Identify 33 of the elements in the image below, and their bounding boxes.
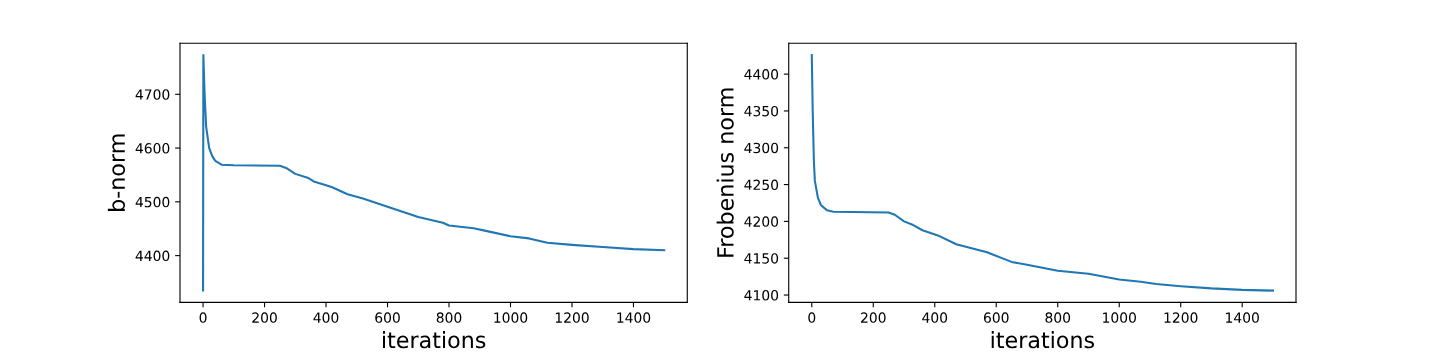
y-tick-label: 4150 xyxy=(744,253,779,264)
x-tick-label: 600 xyxy=(983,312,1009,323)
y-tick-label: 4700 xyxy=(135,89,170,100)
x-tick-label: 400 xyxy=(313,312,339,323)
x-tick-label: 400 xyxy=(922,312,948,323)
y-tick-label: 4250 xyxy=(744,179,779,191)
y-tick-label: 4400 xyxy=(744,69,779,80)
y-tick-label: 4500 xyxy=(135,196,170,208)
y-tick-label: 4600 xyxy=(135,143,170,154)
x-tick-label: 200 xyxy=(861,312,886,323)
x-axis-title: iterations xyxy=(383,331,486,349)
x-tick-label: 0 xyxy=(808,312,816,323)
x-tick-label: 1400 xyxy=(617,312,651,323)
y-tick-label: 4350 xyxy=(744,105,779,117)
x-tick-label: 800 xyxy=(1045,312,1071,323)
y-axis-title: b-norm xyxy=(107,134,126,211)
x-tick-label: 1200 xyxy=(555,312,589,323)
y-axis-title: Frobenius norm xyxy=(716,88,734,257)
x-tick-label: 0 xyxy=(199,312,207,323)
x-tick-label: 1000 xyxy=(1103,312,1136,323)
y-tick-label: 4100 xyxy=(744,290,779,301)
y-tick-label: 4400 xyxy=(135,250,170,262)
x-tick-label: 800 xyxy=(436,312,462,323)
y-tick-label: 4300 xyxy=(744,142,779,154)
y-tick-label: 4200 xyxy=(744,216,779,227)
x-tick-label: 1400 xyxy=(1226,312,1259,323)
line-series xyxy=(202,53,666,292)
x-tick-label: 200 xyxy=(252,312,277,323)
x-axis-title: iterations xyxy=(991,331,1095,349)
x-tick-label: 600 xyxy=(375,312,400,323)
x-tick-label: 1000 xyxy=(494,312,528,323)
x-tick-label: 1200 xyxy=(1164,312,1198,323)
line-series xyxy=(810,53,1274,292)
